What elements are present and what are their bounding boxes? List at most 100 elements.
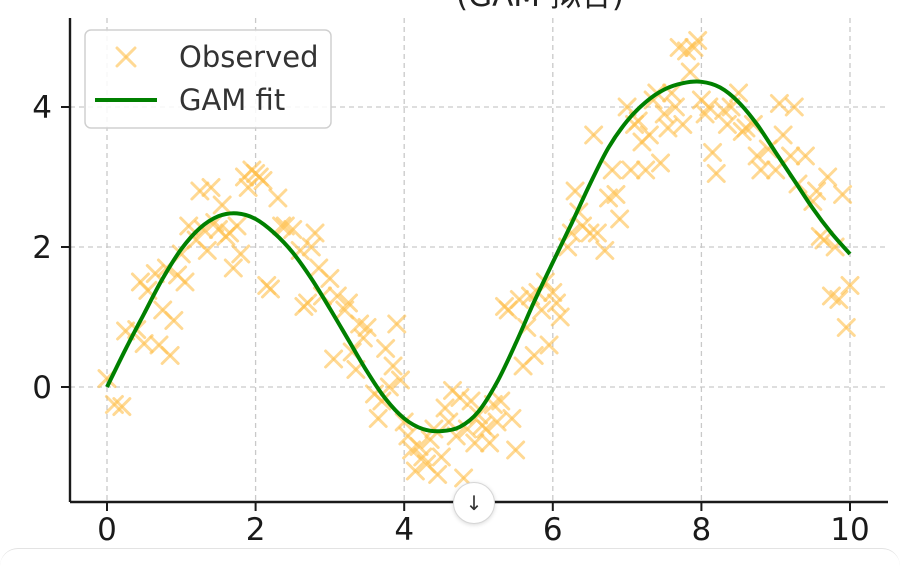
- observed-point: [532, 300, 552, 320]
- scroll-down-button[interactable]: ↓: [453, 482, 495, 524]
- observed-point-stroke: [766, 160, 786, 180]
- observed-point-stroke: [260, 279, 280, 299]
- observed-point-stroke: [658, 118, 678, 138]
- observed-point: [480, 433, 500, 453]
- observed-point: [424, 419, 444, 439]
- observed-point-stroke: [327, 286, 347, 306]
- observed-point-stroke: [413, 447, 433, 467]
- observed-point: [298, 293, 318, 313]
- observed-point-stroke: [320, 269, 340, 288]
- observed-point: [253, 171, 273, 190]
- observed-point: [405, 461, 425, 481]
- observed-point: [595, 241, 615, 260]
- observed-point-stroke: [636, 160, 656, 180]
- legend-label-observed: Observed: [179, 40, 319, 74]
- observed-point-stroke: [298, 293, 318, 313]
- observed-point-stroke: [231, 244, 251, 264]
- observed-point-stroke: [175, 272, 195, 292]
- observed-point: [580, 223, 600, 243]
- observed-point: [769, 94, 789, 113]
- observed-point-stroke: [227, 216, 247, 236]
- observed-point-stroke: [818, 167, 838, 187]
- observed-point: [320, 269, 340, 288]
- observed-point: [717, 115, 737, 134]
- observed-point-stroke: [376, 339, 396, 358]
- observed-point-stroke: [194, 220, 214, 239]
- observed-point: [803, 192, 823, 211]
- x-tick-label: 8: [692, 512, 712, 548]
- observed-point: [587, 223, 607, 243]
- observed-point: [610, 209, 630, 229]
- observed-point: [357, 318, 377, 337]
- observed-point: [431, 447, 451, 467]
- observed-point: [231, 244, 251, 264]
- observed-point-stroke: [431, 447, 451, 467]
- observed-point: [175, 272, 195, 292]
- observed-point-stroke: [112, 397, 132, 417]
- observed-point-stroke: [416, 454, 436, 474]
- observed-point: [379, 377, 399, 397]
- chart: (GAM 拟合) 0 2 4 6 8 10 0 2 4 Observed GAM fit: [32, 0, 888, 548]
- observed-point: [602, 160, 622, 180]
- observed-point-stroke: [164, 311, 184, 330]
- observed-point-stroke: [688, 31, 708, 50]
- observed-point: [651, 153, 671, 173]
- observed-point-stroke: [532, 300, 552, 320]
- observed-point-stroke: [769, 94, 789, 113]
- observed-point: [160, 346, 180, 365]
- observed-point: [509, 290, 529, 309]
- legend-observed-marker: [115, 46, 137, 68]
- observed-point-stroke: [587, 223, 607, 243]
- observed-point-stroke: [223, 258, 243, 278]
- observed-point: [368, 409, 388, 428]
- observed-point: [706, 164, 726, 183]
- observed-point: [524, 346, 544, 365]
- observed-point-stroke: [160, 346, 180, 365]
- observed-point-stroke: [584, 125, 604, 145]
- observed-point-stroke: [439, 412, 459, 432]
- y-tick-label: 0: [32, 370, 52, 406]
- observed-point: [134, 334, 154, 354]
- observed-point-stroke: [743, 115, 763, 134]
- observed-point-stroke: [706, 164, 726, 183]
- observed-point-stroke: [669, 38, 689, 57]
- observed-point: [751, 160, 771, 180]
- observed-point: [665, 97, 685, 117]
- observed-point: [699, 97, 719, 117]
- observed-point-stroke: [190, 181, 210, 201]
- legend-label-gam-fit: GAM fit: [179, 83, 285, 117]
- observed-point: [781, 146, 801, 166]
- observed-point-stroke: [405, 461, 425, 481]
- observed-point: [353, 328, 373, 348]
- observed-point-stroke: [428, 465, 448, 484]
- observed-point-stroke: [272, 216, 292, 236]
- observed-point: [487, 412, 507, 432]
- observed-point-stroke: [324, 349, 344, 369]
- observed-point-stroke: [610, 209, 630, 229]
- observed-point-stroke: [617, 97, 637, 117]
- observed-point-stroke: [491, 391, 511, 411]
- observed-point: [836, 318, 856, 337]
- observed-point-stroke: [833, 185, 853, 204]
- observed-point-stroke: [829, 290, 849, 309]
- observed-point: [606, 185, 626, 204]
- observed-point-stroke: [539, 335, 559, 355]
- observed-point-stroke: [305, 223, 325, 243]
- observed-point-stroke: [283, 220, 303, 239]
- observed-point: [539, 335, 559, 355]
- observed-point-stroke: [673, 115, 693, 134]
- observed-point-stroke: [784, 97, 804, 117]
- observed-point-stroke: [595, 241, 615, 260]
- observed-point-stroke: [197, 241, 217, 260]
- observed-point: [194, 220, 214, 239]
- tick-labels: 0 2 4 6 8 10 0 2 4: [32, 90, 869, 548]
- observed-point: [409, 437, 429, 456]
- x-tick-label: 0: [97, 512, 117, 548]
- observed-point: [502, 409, 522, 428]
- observed-point: [387, 314, 407, 334]
- observed-point-stroke: [253, 171, 273, 190]
- observed-point: [338, 293, 358, 313]
- gam-fit-series: [105, 79, 852, 434]
- observed-point: [327, 286, 347, 306]
- observed-point: [469, 405, 488, 425]
